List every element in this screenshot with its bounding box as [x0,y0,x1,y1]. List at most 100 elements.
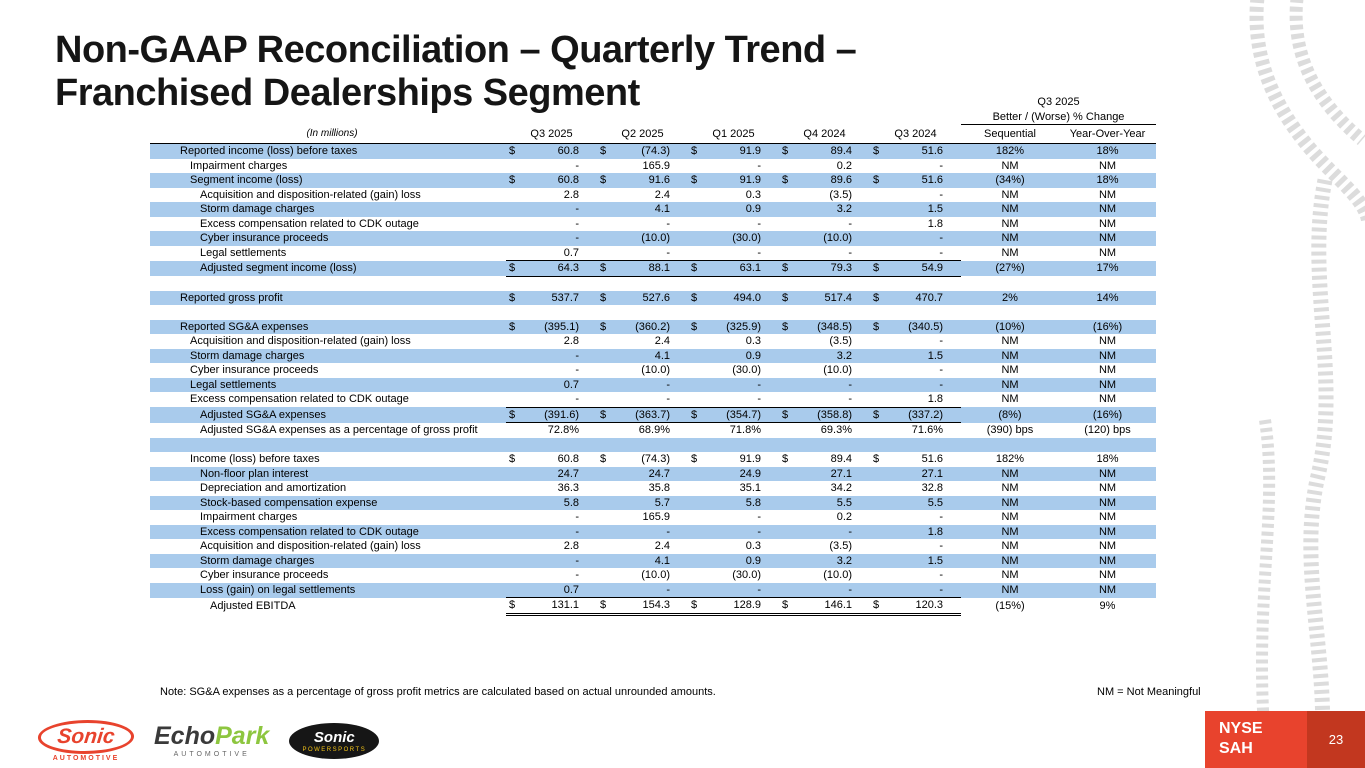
col-header-q3-2025: Q3 2025 [506,124,597,144]
value-cell: 5.8 [688,496,779,511]
table-row: Storm damage charges - 4.1 0.9 3.2 1.5 NM NM [150,202,1157,217]
value-number: 79.3 [830,262,852,274]
value-number: - [939,246,943,259]
sequential-cell: NM [1001,540,1019,552]
value-number: (358.8) [817,408,852,421]
table-row: Cyber insurance proceeds - (10.0) (30.0) (10… [150,568,1156,583]
value-number: 165.9 [642,159,670,172]
value-number: - [575,554,579,567]
yoy-cell: 18% [1096,174,1119,186]
sonic-automotive-oval: Sonic [36,720,136,754]
value-cell: - [597,525,688,540]
value-number: - [939,540,943,552]
value-cell: (30.0) [688,568,779,583]
value-number: 54.9 [921,262,943,274]
value-cell: $537.7 [506,291,597,306]
sequential-cell: NM [1001,496,1019,509]
ticker-text: NYSE SAH [1205,711,1307,768]
value-cell: 3.2 [779,202,870,217]
table-row: Impairment charges - 165.9 - 0.2 - NM NM [150,510,1156,525]
value-number: - [939,364,943,376]
value-number: 27.1 [921,467,943,480]
sonic-powersports-oval: Sonic POWERSPORTS [289,723,380,759]
yoy-cell: NM [1098,511,1117,523]
value-number: - [848,583,852,596]
value-cell: 5.5 [870,496,961,511]
value-cell: - [597,392,688,407]
value-number: (395.1) [544,320,579,333]
value-number: - [939,232,943,244]
dollar-sign: $ [600,145,607,157]
value-number: - [939,378,943,391]
value-cell: $79.3 [779,260,870,277]
value-number: 120.3 [915,599,943,611]
reconciliation-table-wrap: Q3 2025 Better / (Worse) % Change (In mi… [150,95,1157,616]
dollar-sign: $ [509,291,516,304]
table-row: Impairment charges - 165.9 - 0.2 - NM NM [150,159,1156,174]
value-cell: $60.8 [506,173,597,188]
value-number: 2.8 [563,335,579,347]
sequential-cell: NM [1001,554,1019,567]
value-number: (354.7) [726,408,761,421]
sequential-cell: NM [1001,511,1019,523]
sonic-automotive-logo: Sonic AUTOMOTIVE [36,720,136,762]
value-cell: 35.1 [688,481,779,496]
value-cell: - [779,217,870,232]
yoy-cell: (120) bps [1084,423,1131,436]
value-number: 3.2 [836,203,852,215]
value-number: 89.4 [830,145,852,157]
value-number: (30.0) [732,232,761,244]
value-cell: (10.0) [597,568,688,583]
sequential-cell: 2% [1002,291,1018,304]
value-cell: 68.9% [597,423,688,438]
value-number: 494.0 [733,291,761,304]
value-number: 2.8 [563,540,579,552]
value-cell: - [688,217,779,232]
table-row: Adjusted EBITDA $131.1 $154.3 $128.9 $146.1 $… [150,597,1156,616]
value-number: - [939,335,943,347]
dollar-sign: $ [691,262,698,274]
footnote: Note: SG&A expenses as a percentage of g… [160,686,716,698]
table-row: Adjusted SG&A expenses as a percentage o… [150,423,1156,438]
dollar-sign: $ [782,599,789,611]
row-label: Storm damage charges [190,349,305,362]
value-number: - [666,217,670,230]
value-number: 0.7 [563,246,579,259]
value-number: 1.8 [927,217,943,230]
in-millions-label: (In millions) [150,124,506,144]
value-cell: $63.1 [688,260,779,277]
table-row: Acquisition and disposition-related (gai… [150,539,1156,554]
dollar-sign: $ [509,262,516,274]
value-number: 63.1 [739,262,761,274]
col-header-q2-2025: Q2 2025 [597,124,688,144]
row-label: Excess compensation related to CDK outag… [200,217,419,230]
value-number: (10.0) [641,569,670,581]
value-number: (10.0) [823,364,852,376]
value-cell: - [870,334,961,349]
value-cell: $517.4 [779,291,870,306]
value-cell: - [688,583,779,598]
value-number: 1.8 [927,393,943,405]
value-number: - [848,393,852,405]
value-cell: - [779,246,870,261]
value-number: 89.4 [830,453,852,465]
dollar-sign: $ [509,408,516,421]
value-number: 4.1 [654,554,670,567]
value-cell: (30.0) [688,231,779,246]
value-number: 5.8 [563,496,579,509]
yoy-cell: (16%) [1092,320,1123,333]
dollar-sign: $ [691,291,698,304]
value-number: - [666,378,670,391]
row-label: Reported SG&A expenses [180,320,309,333]
value-cell: 35.8 [597,481,688,496]
value-number: 517.4 [824,291,852,304]
value-number: 0.3 [745,335,761,347]
value-cell: 71.8% [688,423,779,438]
sequential-cell: NM [1001,378,1019,391]
value-cell: 36.3 [506,481,597,496]
row-label: Cyber insurance proceeds [200,569,329,581]
row-label: Adjusted SG&A expenses as a percentage o… [200,423,478,436]
echopark-wordmark: EchoPark [154,724,269,749]
value-cell: (3.5) [779,539,870,554]
value-number: (30.0) [732,364,761,376]
